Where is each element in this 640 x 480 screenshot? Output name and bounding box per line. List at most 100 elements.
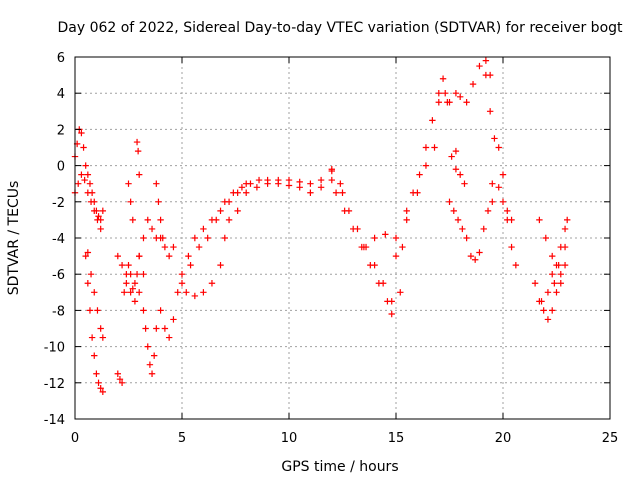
data-point bbox=[452, 147, 460, 155]
data-point bbox=[489, 180, 496, 187]
data-point bbox=[146, 361, 154, 368]
data-point bbox=[129, 285, 136, 292]
data-point bbox=[549, 271, 556, 278]
grid bbox=[75, 57, 610, 419]
data-point bbox=[195, 243, 203, 251]
series-arc-7 bbox=[125, 180, 136, 224]
data-point bbox=[133, 138, 141, 146]
y-axis: -14 -12 -10 -8 -6 -4 -2 0 2 4 6 bbox=[44, 51, 610, 428]
data-point bbox=[341, 207, 348, 215]
data-point bbox=[140, 271, 147, 278]
data-point bbox=[185, 252, 192, 260]
series-arc-6 bbox=[114, 252, 147, 305]
y-tick-label: 4 bbox=[57, 87, 65, 102]
data-point bbox=[446, 198, 453, 205]
data-point bbox=[165, 334, 173, 341]
data-point bbox=[127, 289, 134, 296]
data-point bbox=[384, 298, 391, 305]
data-point bbox=[549, 307, 556, 314]
data-point bbox=[88, 334, 96, 341]
data-point bbox=[471, 256, 479, 263]
data-point bbox=[446, 99, 453, 106]
series-arc-11 bbox=[153, 180, 166, 242]
data-point bbox=[557, 280, 564, 287]
data-point bbox=[165, 252, 173, 260]
data-point bbox=[82, 162, 89, 169]
data-point bbox=[375, 280, 383, 287]
data-point bbox=[476, 249, 483, 256]
data-point bbox=[409, 189, 417, 196]
data-point bbox=[225, 216, 233, 224]
data-point bbox=[499, 171, 507, 178]
data-point bbox=[127, 198, 134, 205]
data-point bbox=[296, 178, 303, 186]
data-point bbox=[504, 216, 511, 224]
data-point bbox=[399, 243, 406, 251]
data-point bbox=[307, 180, 314, 187]
data-point bbox=[157, 216, 164, 224]
series-arc-22 bbox=[435, 75, 460, 160]
series-arc-17 bbox=[328, 166, 404, 305]
data-point bbox=[544, 316, 552, 323]
series-arc-1 bbox=[71, 126, 107, 224]
data-point bbox=[93, 370, 100, 377]
data-point bbox=[538, 298, 545, 305]
x-tick-label: 0 bbox=[71, 431, 79, 446]
data-point bbox=[564, 216, 571, 224]
data-point bbox=[131, 280, 139, 287]
data-point bbox=[459, 225, 466, 233]
data-point bbox=[360, 243, 368, 251]
data-point bbox=[508, 243, 515, 251]
series-arc-24 bbox=[452, 166, 468, 187]
data-point bbox=[99, 207, 107, 215]
data-point bbox=[285, 182, 293, 189]
data-point bbox=[422, 162, 430, 169]
data-point bbox=[121, 289, 128, 296]
data-point bbox=[91, 289, 98, 296]
x-tick-label: 5 bbox=[178, 431, 186, 446]
y-tick-label: -14 bbox=[44, 413, 65, 428]
data-point bbox=[191, 292, 199, 300]
data-point bbox=[234, 207, 241, 215]
data-point bbox=[482, 57, 490, 64]
data-point bbox=[87, 271, 95, 278]
data-point bbox=[367, 261, 374, 269]
data-point bbox=[561, 225, 569, 233]
data-point bbox=[540, 307, 547, 314]
data-point bbox=[123, 280, 130, 287]
data-point bbox=[328, 166, 335, 173]
data-point bbox=[403, 216, 410, 224]
data-point bbox=[86, 180, 94, 187]
data-marks bbox=[71, 57, 571, 396]
data-point bbox=[183, 289, 190, 296]
data-point bbox=[495, 144, 502, 151]
data-point bbox=[91, 207, 98, 215]
y-tick-label: 0 bbox=[57, 160, 65, 175]
data-point bbox=[84, 280, 92, 287]
data-point bbox=[397, 289, 404, 296]
data-point bbox=[82, 252, 89, 260]
data-point bbox=[388, 310, 395, 318]
data-point bbox=[178, 280, 186, 287]
data-point bbox=[95, 379, 102, 386]
data-point bbox=[84, 189, 92, 196]
data-point bbox=[553, 261, 560, 269]
data-point bbox=[99, 388, 107, 396]
data-point bbox=[480, 225, 487, 233]
data-point bbox=[157, 307, 164, 314]
data-point bbox=[238, 184, 246, 191]
series-arc-25 bbox=[446, 198, 470, 242]
data-point bbox=[557, 271, 564, 278]
data-point bbox=[170, 243, 177, 251]
data-point bbox=[557, 243, 564, 251]
x-tick-label: 10 bbox=[281, 431, 298, 446]
data-point bbox=[512, 261, 520, 269]
data-point bbox=[118, 261, 126, 269]
data-point bbox=[403, 207, 410, 215]
data-point bbox=[339, 189, 346, 196]
data-point bbox=[542, 234, 549, 242]
data-point bbox=[435, 99, 442, 106]
data-point bbox=[97, 325, 104, 332]
data-point bbox=[457, 93, 464, 101]
